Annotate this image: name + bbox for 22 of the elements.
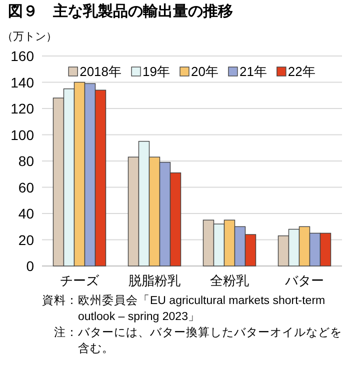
text: 注：バターには、バター換算したバターオイルなどを含む。 <box>54 325 342 355</box>
y-axis-title: （万トン） <box>2 31 57 43</box>
legend-label: 2018年 <box>80 64 122 79</box>
y-tick-label: 60 <box>18 179 34 196</box>
legend-label: 20年 <box>190 64 218 79</box>
x-tick-label: バター <box>284 273 324 288</box>
chart-title: 図９ 主な乳製品の輸出量の推移 <box>8 2 233 21</box>
x-tick-label: 全粉乳 <box>210 273 249 288</box>
y-tick-label: 20 <box>18 232 34 248</box>
y-tick-label: 0 <box>26 258 34 274</box>
x-tick-label: 脱脂粉乳 <box>128 273 180 288</box>
y-tick-label: 80 <box>18 153 34 169</box>
legend-label: 19年 <box>142 64 170 79</box>
y-tick-label: 120 <box>10 100 34 116</box>
x-tick-label: チーズ <box>60 273 100 288</box>
y-tick-label: 140 <box>10 74 34 90</box>
legend-label: 21年 <box>239 64 267 79</box>
legend-label: 22年 <box>288 64 316 79</box>
y-tick-label: 160 <box>10 48 34 64</box>
y-tick-label: 100 <box>10 126 34 143</box>
text: 資料：欧州委員会「EU agricultural markets short-term outlook – spring 2023」 <box>42 293 326 323</box>
y-tick-label: 40 <box>18 206 34 222</box>
